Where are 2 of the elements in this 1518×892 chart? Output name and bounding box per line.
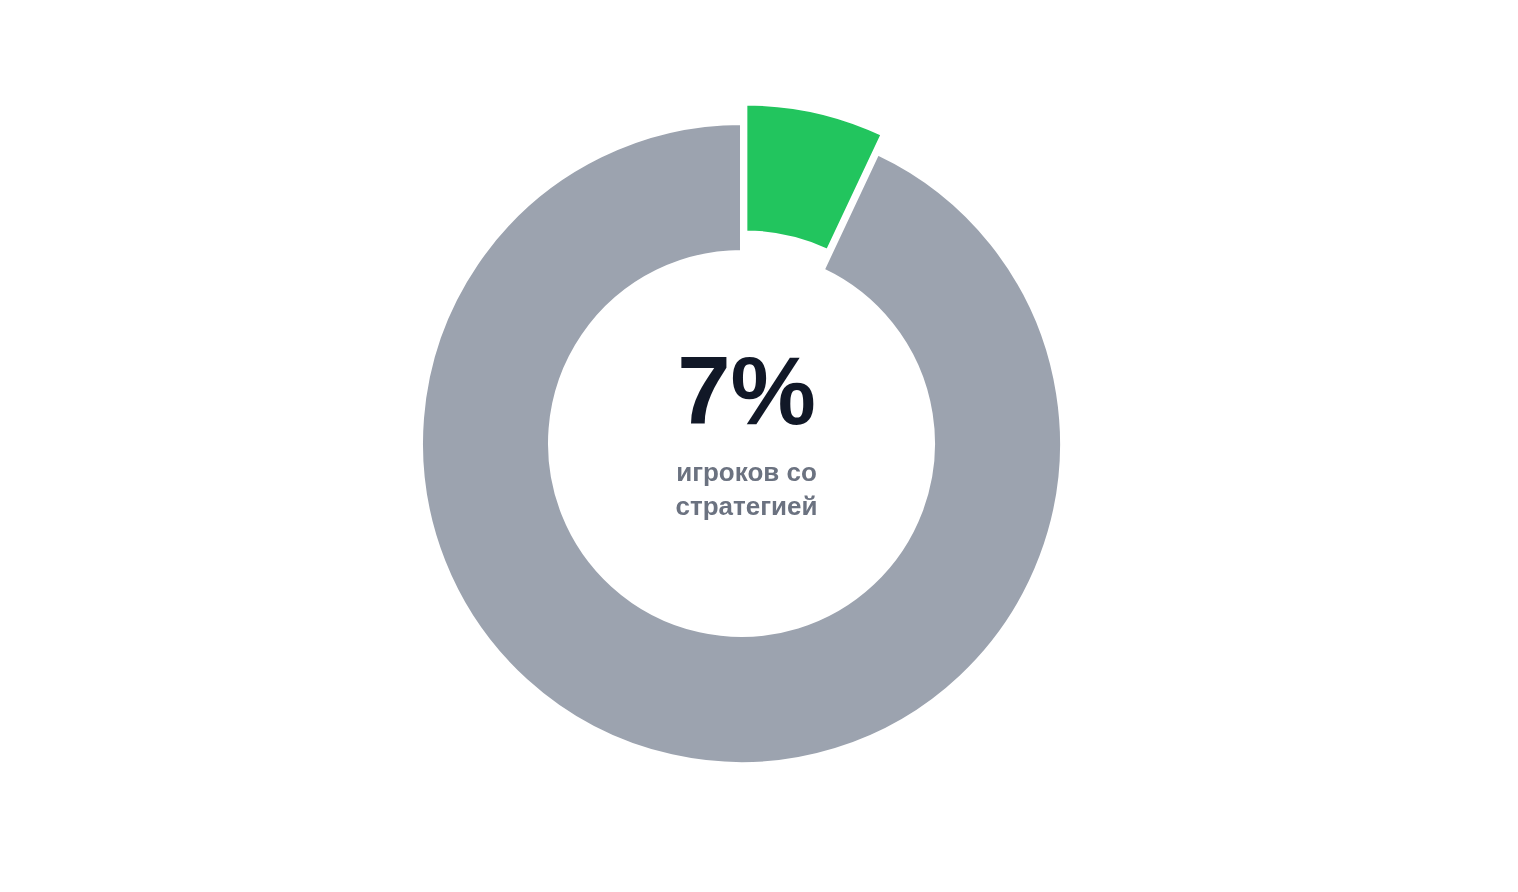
text: игроков со стратегией — [675, 456, 818, 521]
text: 7% — [677, 337, 816, 444]
